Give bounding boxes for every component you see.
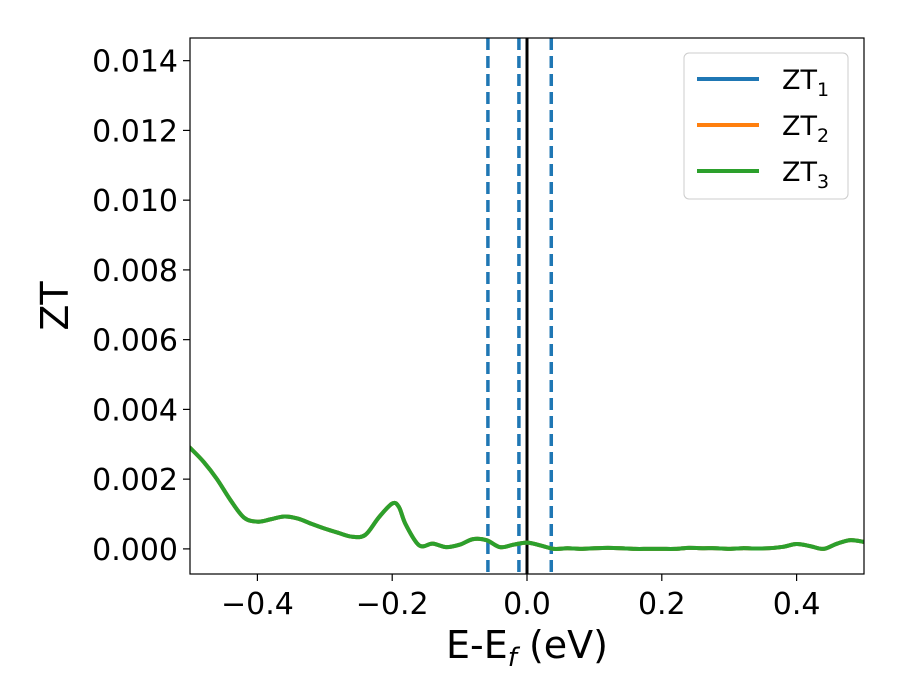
x-axis-label-unit: (eV): [517, 623, 608, 667]
y-tick-label: 0.012: [92, 114, 178, 149]
y-tick-label: 0.006: [92, 324, 178, 359]
y-tick-label: 0.000: [92, 533, 178, 568]
y-tick-label: 0.014: [92, 45, 178, 80]
legend-label-zt3: ZT3: [782, 157, 829, 193]
series-lines: [190, 445, 864, 551]
x-tick-label: −0.4: [221, 587, 294, 622]
y-axis-label: ZT: [33, 281, 77, 331]
x-axis-label: E-Ef (eV): [446, 623, 608, 673]
y-axis-ticks: 0.000 0.002 0.004 0.006 0.008 0.010 0.012 0.014: [92, 45, 190, 568]
x-axis-ticks: −0.4 −0.2 0.0 0.2 0.4: [221, 574, 820, 622]
x-tick-label: −0.2: [356, 587, 429, 622]
x-tick-label: 0.4: [773, 587, 821, 622]
legend-label-zt2: ZT2: [782, 111, 829, 147]
y-tick-label: 0.002: [92, 463, 178, 498]
y-tick-label: 0.010: [92, 184, 178, 219]
y-tick-label: 0.008: [92, 254, 178, 289]
vertical-reference-lines: [486, 38, 554, 574]
legend-label-zt1: ZT1: [782, 65, 829, 101]
x-axis-label-main: E-E: [446, 623, 508, 667]
y-tick-label: 0.004: [92, 393, 178, 428]
x-tick-label: 0.2: [638, 587, 686, 622]
legend-box: [683, 52, 849, 200]
legend: ZT1 ZT2 ZT3: [683, 52, 849, 200]
x-tick-label: 0.0: [503, 587, 551, 622]
series-line-zt3: [190, 445, 864, 551]
